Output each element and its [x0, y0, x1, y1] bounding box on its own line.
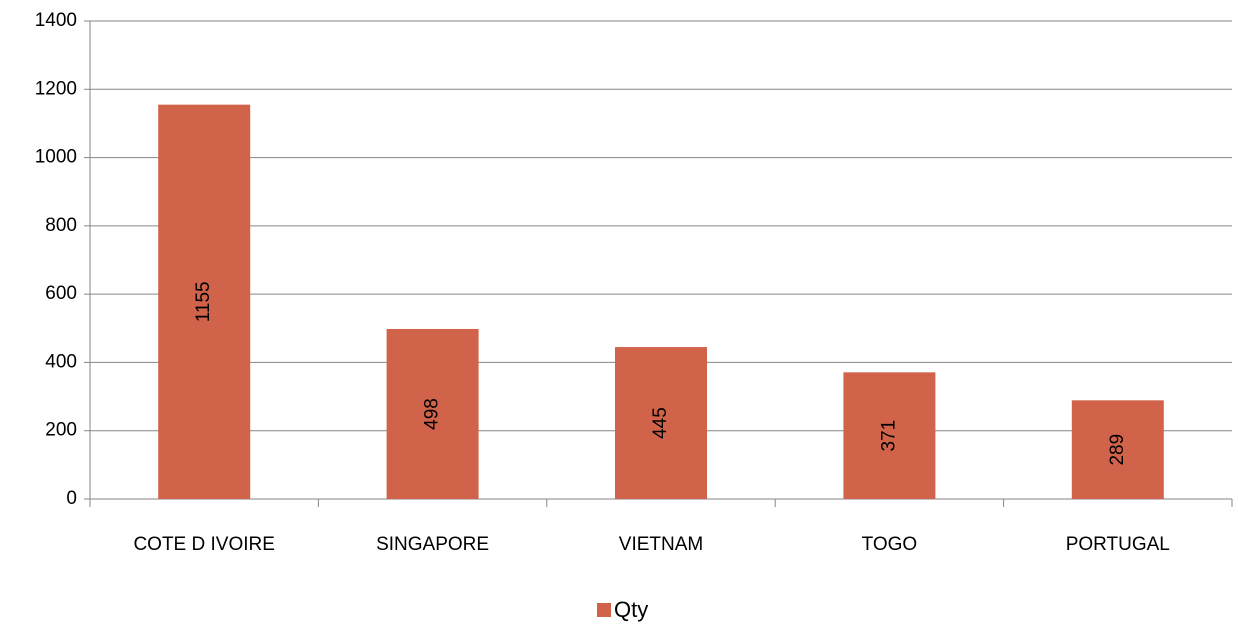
y-tick-label: 1000: [35, 147, 77, 168]
y-tick-label: 200: [45, 420, 77, 441]
data-label: 289: [1107, 434, 1128, 466]
y-tick-label: 1400: [35, 10, 77, 31]
x-tick-label: PORTUGAL: [1066, 534, 1170, 555]
bar: [158, 104, 251, 500]
legend-swatch: [597, 603, 611, 617]
data-label: 445: [650, 407, 671, 439]
x-tick-label: SINGAPORE: [376, 534, 489, 555]
y-tick-label: 0: [66, 488, 77, 509]
data-label: 1155: [193, 281, 214, 322]
x-tick-label: TOGO: [862, 534, 918, 555]
bar: [386, 328, 479, 499]
x-tick-label: VIETNAM: [619, 534, 703, 555]
legend-label: Qty: [614, 597, 648, 622]
y-tick-label: 1200: [35, 78, 77, 99]
data-label: 371: [878, 420, 899, 452]
x-tick-label: COTE D IVOIRE: [133, 534, 274, 555]
bar: [615, 347, 707, 499]
y-tick-label: 400: [45, 351, 77, 372]
y-tick-label: 600: [45, 283, 77, 304]
data-label: 498: [422, 398, 443, 430]
bar: [1071, 400, 1164, 499]
bar: [843, 372, 936, 499]
y-tick-label: 800: [45, 215, 77, 236]
